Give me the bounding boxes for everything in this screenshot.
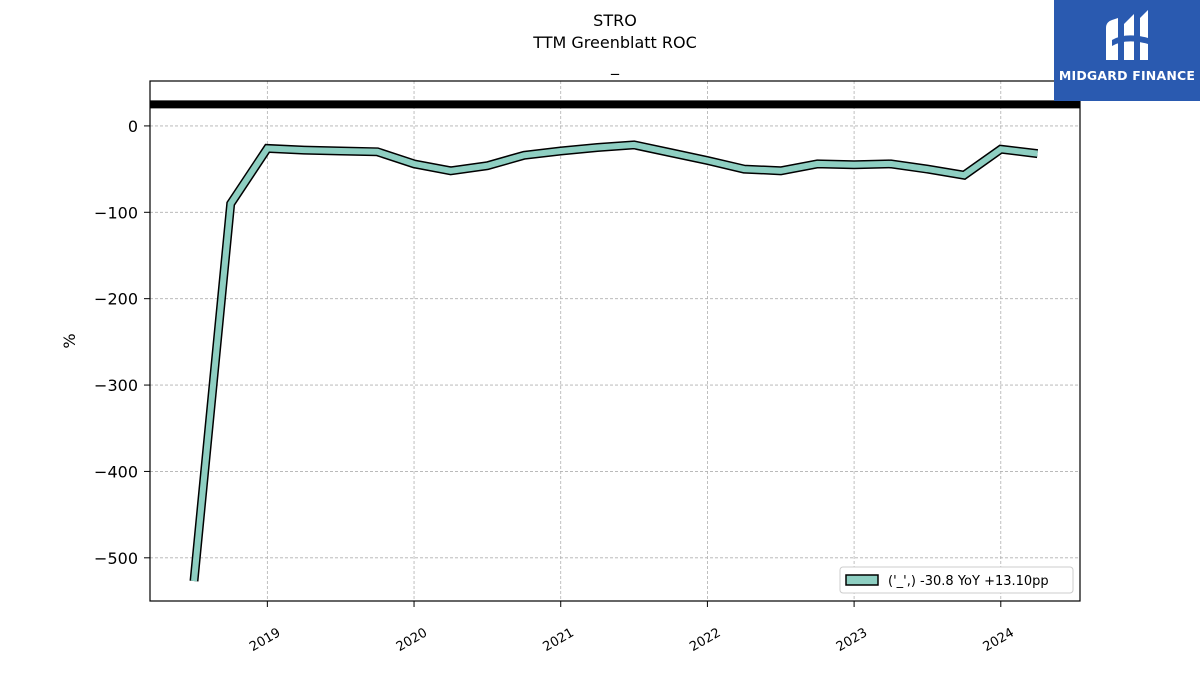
y-tick-label: −300 — [94, 376, 138, 395]
chart-title-ticker: STRO — [593, 11, 637, 30]
logo-mark-icon — [1106, 10, 1148, 60]
y-tick-label: −200 — [94, 290, 138, 309]
plot-frame — [149, 80, 1081, 602]
y-tick-label: −500 — [94, 549, 138, 568]
series-layer — [189, 140, 1039, 582]
y-tick-label: −400 — [94, 462, 138, 481]
y-tick-label: 0 — [128, 117, 138, 136]
legend-label: ('_',) -30.8 YoY +13.10pp — [888, 574, 1049, 589]
x-tick-label: 2020 — [394, 625, 430, 655]
grid-lines — [150, 81, 1080, 601]
legend: ('_',) -30.8 YoY +13.10pp — [839, 566, 1074, 594]
legend-box — [839, 566, 1074, 594]
x-tick-label: 2022 — [687, 625, 723, 655]
chart-title-metric: TTM Greenblatt ROC — [533, 33, 697, 52]
y-axis: 0 −100 −200 −300 −400 −500 — [94, 117, 150, 568]
chart-subtitle: _ — [611, 56, 619, 75]
x-axis: 2019 2020 2021 2022 2023 2024 — [247, 601, 1017, 655]
midgard-finance-logo: MIDGARD FINANCE — [1054, 0, 1200, 101]
y-axis-label: % — [60, 333, 79, 348]
legend-swatch — [845, 574, 879, 586]
series-line — [191, 141, 1038, 582]
x-tick-label: 2023 — [834, 625, 870, 655]
y-tick-label: −100 — [94, 203, 138, 222]
x-tick-label: 2019 — [247, 625, 283, 655]
logo-brand-text: MIDGARD FINANCE — [1058, 68, 1196, 83]
series-line-outline — [189, 140, 1039, 582]
x-tick-label: 2024 — [981, 625, 1017, 655]
x-tick-label: 2021 — [541, 625, 577, 655]
